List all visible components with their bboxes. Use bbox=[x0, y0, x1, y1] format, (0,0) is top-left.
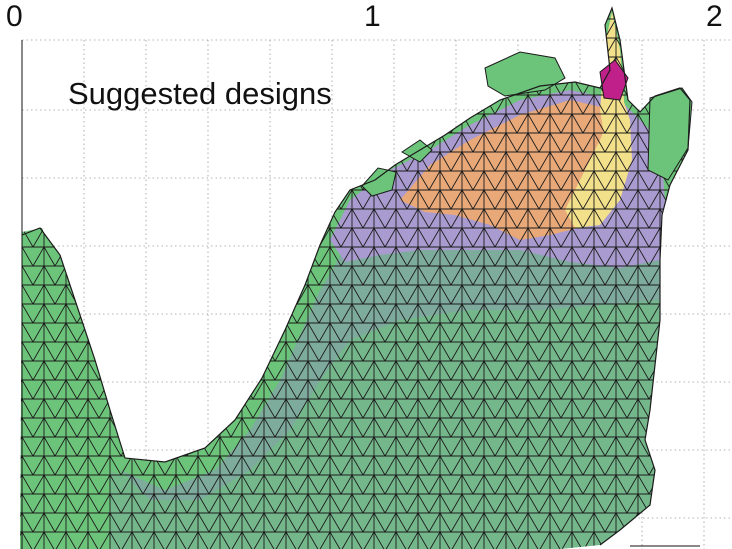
x-tick-label-2: 2 bbox=[706, 0, 723, 33]
detached-mesh-fragments bbox=[361, 51, 693, 197]
left-mesh-limb bbox=[22, 228, 60, 549]
mesh-outline bbox=[21, 6, 691, 546]
fragment-spike-dark bbox=[599, 59, 629, 101]
x-tick-label-0: 0 bbox=[6, 0, 23, 33]
fragment-right bbox=[647, 87, 693, 181]
fragment-left-2 bbox=[401, 139, 433, 163]
fragment-left bbox=[361, 167, 397, 197]
annotation-suggested-designs: Suggested designs bbox=[68, 76, 332, 111]
x-tick-label-1: 1 bbox=[364, 0, 381, 33]
